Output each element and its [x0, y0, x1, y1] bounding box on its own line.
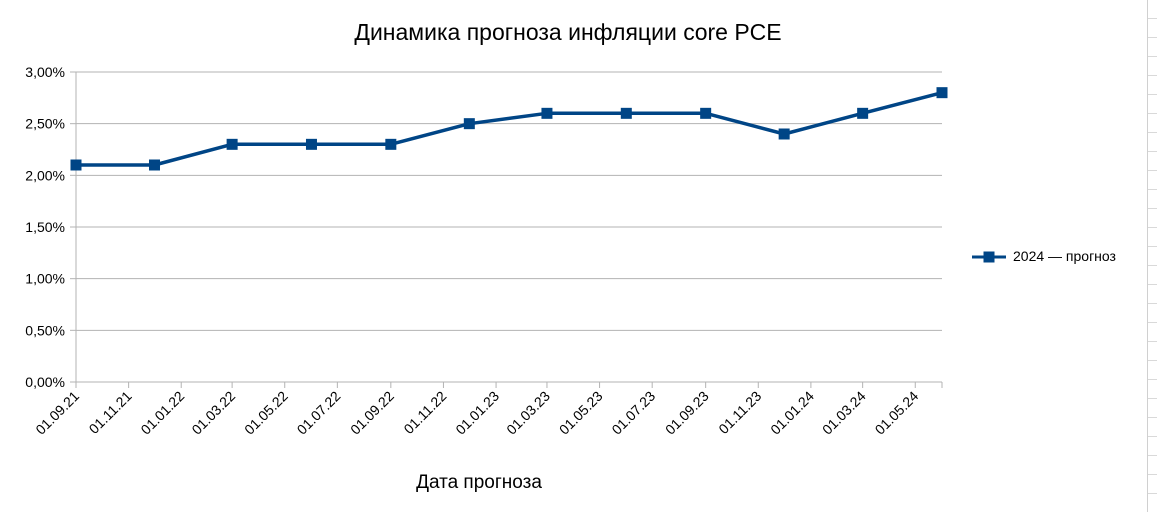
sheet-row-line	[1148, 132, 1157, 133]
x-tick-label: 01.05.24	[872, 388, 922, 438]
x-tick-label: 01.11.21	[86, 388, 135, 437]
sheet-row-line	[1148, 113, 1157, 114]
sheet-row-line	[1148, 18, 1157, 19]
x-tick-label: 01.01.24	[767, 388, 817, 438]
legend-label: 2024 — прогноз	[1013, 248, 1116, 264]
sheet-row-line	[1148, 379, 1157, 380]
sheet-row-line	[1148, 246, 1157, 247]
y-tick-label: 0,50%	[25, 322, 65, 338]
grid	[76, 71, 942, 383]
sheet-row-line	[1148, 208, 1157, 209]
sheet-row-line	[1148, 75, 1157, 76]
x-tick-label: 01.03.24	[819, 388, 869, 438]
sheet-row-line	[1148, 284, 1157, 285]
y-tick-label: 1,50%	[25, 219, 65, 235]
sheet-row-line	[1148, 360, 1157, 361]
x-tick-label: 01.09.22	[347, 388, 397, 438]
x-tick-label: 01.05.23	[556, 388, 606, 438]
sheet-row-line	[1148, 398, 1157, 399]
data-point-marker	[70, 159, 82, 171]
x-tick-label: 01.11.23	[715, 388, 764, 437]
x-tick-label: 01.01.23	[452, 388, 502, 438]
sheet-row-line	[1148, 265, 1157, 266]
y-tick-label: 1,00%	[25, 271, 65, 287]
sheet-row-line	[1148, 341, 1157, 342]
series-line	[76, 91, 943, 167]
y-tick-label: 0,00%	[25, 374, 65, 390]
sheet-row-line	[1148, 151, 1157, 152]
data-point-marker	[148, 159, 160, 171]
sheet-row-line	[1148, 94, 1157, 95]
sheet-row-line	[1148, 417, 1157, 418]
y-tick-label: 3,00%	[25, 64, 65, 80]
sheet-row-line	[1148, 455, 1157, 456]
spreadsheet-edge	[1147, 0, 1157, 512]
x-axis-title: Дата прогноза	[416, 472, 542, 493]
sheet-row-line	[1148, 170, 1157, 171]
sheet-row-line	[1148, 436, 1157, 437]
x-tick-label: 01.11.22	[400, 388, 449, 437]
sheet-row-line	[1148, 322, 1157, 323]
series-layer	[70, 87, 948, 171]
x-tick-label: 01.03.23	[503, 388, 553, 438]
data-point-marker	[226, 138, 238, 150]
data-point-marker	[385, 138, 397, 150]
data-point-marker	[541, 107, 553, 119]
sheet-row-line	[1148, 56, 1157, 57]
data-point-marker	[463, 118, 475, 130]
x-tick-label: 01.05.22	[241, 388, 291, 438]
data-point-marker	[936, 87, 948, 99]
sheet-row-line	[1148, 227, 1157, 228]
sheet-row-line	[1148, 189, 1157, 190]
data-point-marker	[620, 107, 632, 119]
data-point-marker	[305, 138, 317, 150]
sheet-row-line	[1148, 37, 1157, 38]
y-tick-label: 2,00%	[25, 167, 65, 183]
x-tick-label: 01.09.23	[662, 388, 712, 438]
legend: 2024 — прогноз	[972, 248, 1116, 264]
y-tick-label: 2,50%	[25, 116, 65, 132]
x-tick-label: 01.01.22	[138, 388, 188, 438]
sheet-row-line	[1148, 493, 1157, 494]
x-tick-label: 01.07.22	[294, 388, 344, 438]
x-tick-label: 01.09.21	[32, 388, 82, 438]
chart-title: Динамика прогноза инфляции core PCE	[354, 19, 781, 45]
x-tick-label: 01.07.23	[608, 388, 658, 438]
x-tick-label: 01.03.22	[188, 388, 238, 438]
data-point-marker	[700, 107, 712, 119]
data-point-marker	[857, 107, 869, 119]
data-point-marker	[778, 128, 790, 140]
legend-marker	[983, 251, 995, 263]
sheet-row-line	[1148, 474, 1157, 475]
sheet-row-line	[1148, 303, 1157, 304]
